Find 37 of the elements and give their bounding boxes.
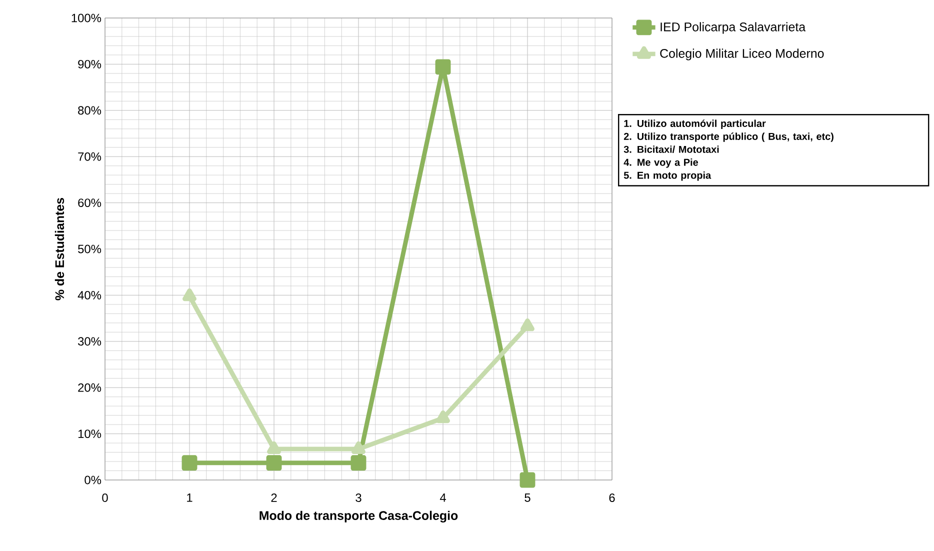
text: 1. Utilizo automóvil particular xyxy=(624,120,766,129)
legend-label: Colegio Militar Liceo Moderno xyxy=(660,48,824,60)
point xyxy=(352,441,366,454)
y-tick-label: 70% xyxy=(78,152,102,161)
point xyxy=(350,455,366,471)
x-tick-label: 4 xyxy=(440,494,446,502)
y-tick-label: 30% xyxy=(78,337,102,346)
x-tick-label: 2 xyxy=(271,494,277,502)
x-tick-label: 3 xyxy=(356,494,362,502)
point xyxy=(266,455,282,471)
x-tick-label: 0 xyxy=(102,494,108,502)
point xyxy=(182,288,196,302)
x-axis-title: Modo de transporte Casa-Colegio xyxy=(260,510,458,522)
point xyxy=(435,59,451,75)
point xyxy=(520,318,534,332)
y-tick-label: 40% xyxy=(78,290,102,300)
legend-label: IED Policarpa Salavarrieta xyxy=(660,22,806,34)
y-tick-label: 80% xyxy=(78,106,102,115)
point xyxy=(267,441,281,454)
point xyxy=(182,455,198,471)
y-axis-title: % de Estudiantes xyxy=(54,198,64,300)
text: 4. Me voy a Pie xyxy=(624,158,698,168)
x-tick-label: 5 xyxy=(524,494,530,502)
x-tick-label: 6 xyxy=(609,494,615,502)
text: 5. En moto propia xyxy=(624,171,712,181)
point xyxy=(520,472,536,488)
y-tick-label: 20% xyxy=(78,383,102,392)
text: 3. Bicitaxi/ Mototaxi xyxy=(624,146,719,154)
y-tick-label: 90% xyxy=(78,60,102,68)
y-tick-label: 10% xyxy=(78,430,102,438)
x-tick-label: 1 xyxy=(187,494,192,502)
text: 2. Utilizo transporte público ( Bus, taxi, etc) xyxy=(624,132,834,142)
y-tick-label: 60% xyxy=(78,198,102,208)
point xyxy=(436,410,450,424)
y-tick-label: 50% xyxy=(78,244,102,254)
y-tick-label: 0% xyxy=(84,476,102,484)
y-tick-label: 100% xyxy=(72,14,102,22)
